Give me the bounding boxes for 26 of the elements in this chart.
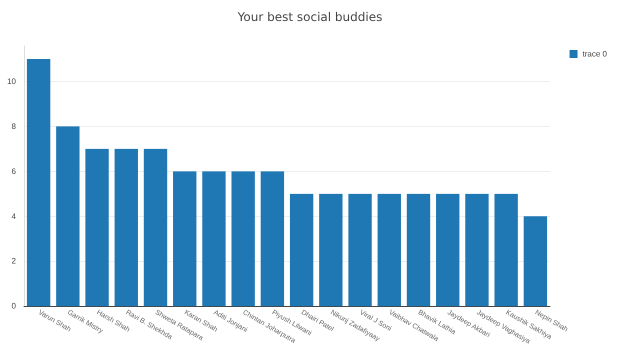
- bar: [114, 148, 138, 306]
- bar: [436, 194, 460, 306]
- bar: [173, 171, 196, 306]
- y-tick-label: 6: [12, 166, 17, 176]
- bar: [319, 194, 343, 306]
- bar: [144, 148, 168, 306]
- bar: [348, 194, 372, 306]
- y-tick-label: 8: [12, 122, 17, 131]
- y-tick-label: 4: [12, 212, 17, 221]
- bar: [290, 194, 314, 306]
- y-tick-label: 0: [12, 302, 17, 311]
- bar: [406, 194, 430, 306]
- legend-label: trace 0: [582, 50, 608, 58]
- bar: [85, 148, 109, 306]
- bar: [524, 216, 548, 306]
- bar: [465, 194, 489, 306]
- y-tick-label: 2: [12, 256, 17, 266]
- bar: [202, 171, 226, 306]
- bar: [494, 194, 518, 306]
- bar: [378, 194, 401, 306]
- bar: [260, 171, 284, 306]
- chart-title: Your best social buddies: [236, 10, 382, 24]
- bar: [26, 59, 50, 306]
- bar: [231, 171, 255, 306]
- bar: [56, 126, 80, 306]
- y-tick-label: 10: [7, 77, 17, 86]
